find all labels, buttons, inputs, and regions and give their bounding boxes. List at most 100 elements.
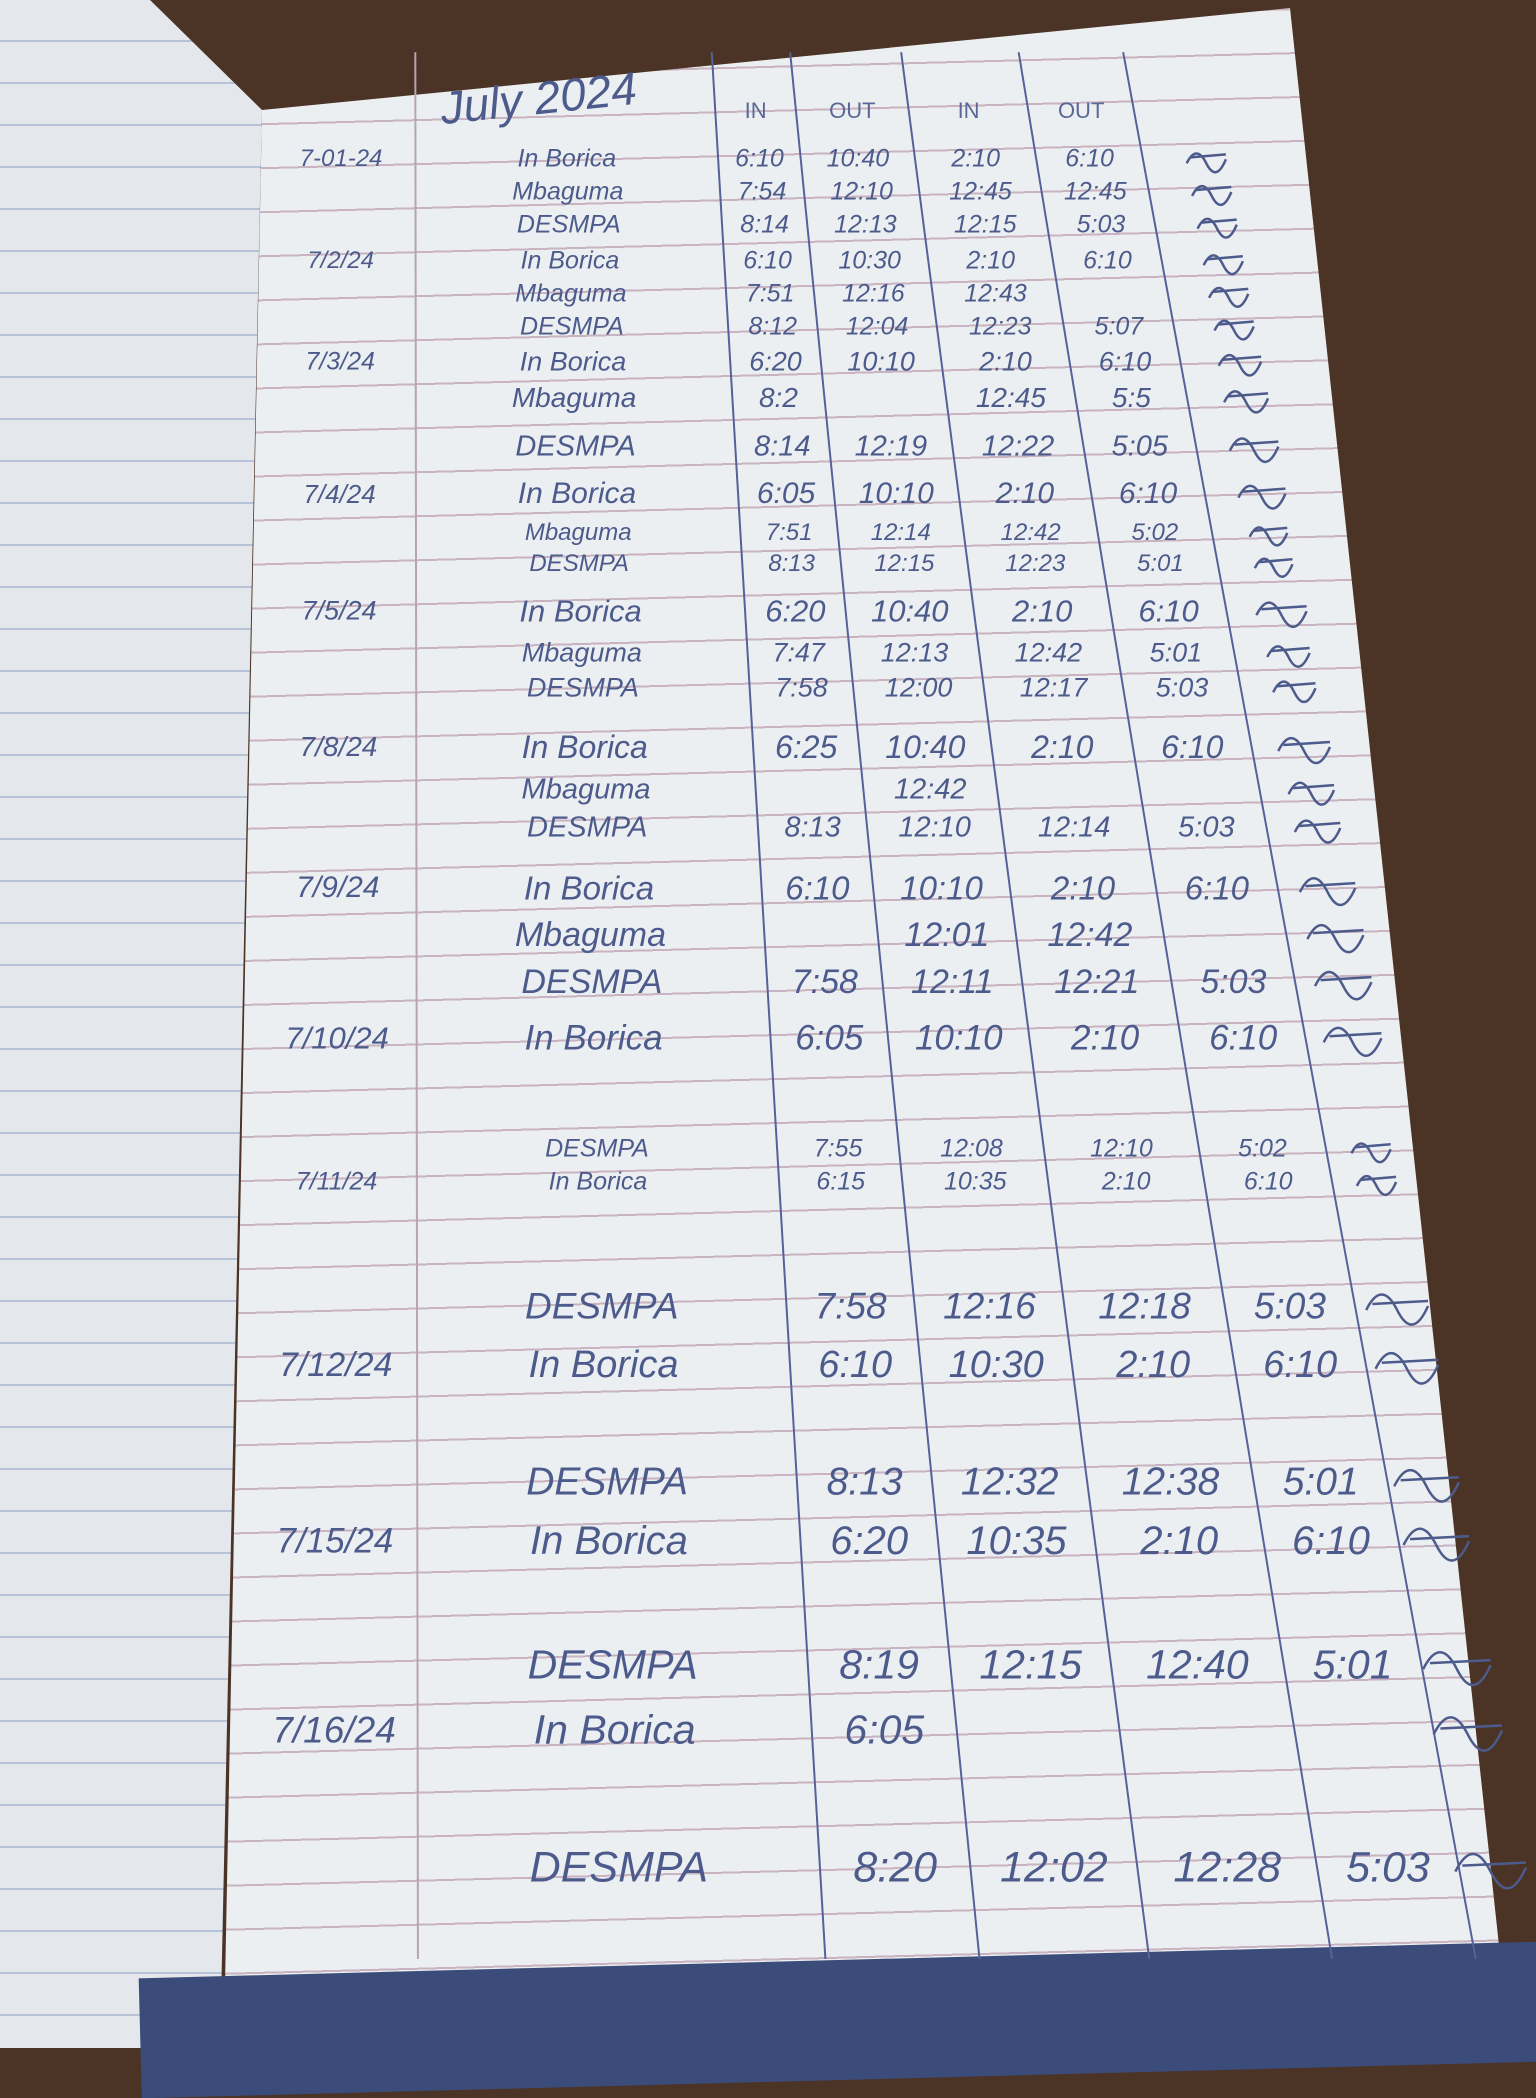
entry-time-in1: 6:20 — [830, 1519, 909, 1564]
entry-time-in2: 2:10 — [1140, 1519, 1219, 1564]
entry-name: Mbaguma — [514, 916, 667, 955]
entry-time-out2: 6:10 — [1065, 144, 1114, 173]
initials-signature — [1355, 1174, 1398, 1196]
initials-signature — [1272, 680, 1317, 704]
entry-time-out2: 5:07 — [1094, 312, 1144, 340]
entry-time-out2: 5:03 — [1178, 811, 1235, 844]
entry-time-in2: 12:15 — [954, 210, 1017, 239]
entry-time-in2: 12:38 — [1121, 1460, 1220, 1504]
entry-time-in1: 6:10 — [743, 246, 792, 275]
initials-signature — [1350, 1142, 1392, 1164]
initials-signature — [1237, 484, 1287, 510]
entry-time-in1: 7:54 — [737, 177, 787, 206]
initials-signature — [1298, 877, 1357, 907]
initials-signature — [1228, 437, 1280, 464]
entry-time-in1: 8:12 — [748, 312, 798, 340]
entry-time-in2: 12:45 — [949, 177, 1012, 206]
initials-signature — [1223, 390, 1270, 414]
entry-time-in2: 12:28 — [1173, 1843, 1282, 1892]
entry-name: In Borica — [523, 869, 655, 907]
initials-signature — [1432, 1716, 1504, 1752]
entry-date: 7/5/24 — [301, 595, 377, 626]
entry-time-out2: 6:10 — [1292, 1519, 1370, 1564]
entry-name: DESMPA — [529, 550, 629, 578]
entry-time-in1: 6:05 — [795, 1018, 864, 1058]
entry-time-in2: 12:40 — [1146, 1641, 1249, 1688]
entry-time-in2: 12:10 — [1090, 1134, 1153, 1163]
entry-time-in2: 12:23 — [1005, 550, 1066, 578]
entry-name: In Borica — [524, 1018, 663, 1058]
entry-name: DESMPA — [515, 430, 636, 463]
entry-name: DESMPA — [521, 963, 663, 1002]
entry-time-in2: 2:10 — [995, 476, 1055, 510]
entry-time-in1: 6:15 — [816, 1167, 866, 1196]
entry-time-in1: 7:51 — [745, 279, 795, 308]
entry-name: DESMPA — [545, 1134, 649, 1163]
initials-signature — [1293, 819, 1342, 844]
entry-time-out2: 5:01 — [1312, 1641, 1393, 1688]
entry-time-out1: 10:10 — [914, 1018, 1003, 1058]
entry-time-in2: 2:10 — [1050, 869, 1116, 907]
entry-date: 7/15/24 — [276, 1521, 394, 1561]
entry-time-in1: 8:14 — [740, 210, 789, 239]
entry-name: DESMPA — [527, 1641, 698, 1688]
entry-time-out2: 5:03 — [1076, 210, 1126, 239]
entry-time-in2: 12:21 — [1054, 963, 1140, 1002]
column-header: IN — [744, 98, 767, 123]
entry-time-out2: 6:10 — [1184, 869, 1250, 907]
entry-time-in2: 12:23 — [969, 312, 1032, 340]
entry-time-in2: 2:10 — [1101, 1167, 1151, 1196]
entry-name: Mbaguma — [512, 177, 624, 206]
entry-name: In Borica — [517, 144, 617, 173]
entry-name: DESMPA — [526, 672, 639, 703]
entry-time-out2: 6:10 — [1263, 1343, 1338, 1386]
entry-time-out1: 12:13 — [834, 210, 897, 239]
entry-name: In Borica — [519, 346, 627, 377]
column-divider — [900, 52, 1151, 1960]
column-header: IN — [957, 98, 980, 123]
entry-time-in1: 7:51 — [765, 518, 813, 546]
right-notebook-page — [225, 8, 1500, 1985]
initials-signature — [1255, 601, 1308, 628]
entry-date: 7-01-24 — [299, 145, 383, 173]
initials-signature — [1322, 1026, 1383, 1057]
entry-time-in1: 6:10 — [735, 144, 784, 173]
entry-time-in2: 12:42 — [1047, 916, 1133, 955]
entry-time-out1: 12:11 — [911, 963, 994, 1002]
initials-signature — [1196, 217, 1238, 239]
entry-time-out1: 10:40 — [885, 729, 966, 766]
entry-name: In Borica — [517, 476, 637, 510]
entry-date: 7/3/24 — [305, 347, 375, 376]
entry-time-out1: 12:02 — [1000, 1843, 1108, 1892]
entry-time-out1: 10:10 — [847, 346, 915, 377]
entry-time-in1: 6:05 — [844, 1706, 925, 1753]
initials-signature — [1374, 1351, 1440, 1385]
entry-time-in2: 12:43 — [964, 279, 1027, 308]
initials-signature — [1454, 1852, 1528, 1890]
initials-signature — [1287, 781, 1336, 806]
entry-time-in2: 2:10 — [966, 246, 1016, 275]
initials-signature — [1248, 526, 1289, 547]
entry-time-out1: 12:10 — [898, 811, 971, 844]
initials-signature — [1185, 152, 1228, 174]
entry-time-in1: 8:19 — [839, 1641, 919, 1688]
initials-signature — [1313, 970, 1373, 1001]
entry-time-out2: 6:10 — [1098, 346, 1152, 377]
entry-time-out1: 10:40 — [826, 144, 890, 173]
entry-time-out1: 12:01 — [904, 916, 990, 955]
entry-name: DESMPA — [516, 210, 621, 239]
entry-time-in1: 7:58 — [814, 1285, 887, 1327]
entry-time-out1: 12:42 — [893, 773, 967, 806]
entry-time-in2: 2:10 — [1116, 1343, 1191, 1386]
entry-time-in2: 12:17 — [1019, 672, 1088, 703]
entry-time-out1: 12:32 — [960, 1460, 1059, 1504]
entry-time-in2: 2:10 — [979, 346, 1032, 377]
entry-time-out1: 10:35 — [966, 1519, 1067, 1564]
entry-time-out2: 6:10 — [1209, 1018, 1278, 1058]
entry-name: DESMPA — [529, 1843, 709, 1892]
entry-time-out1: 12:19 — [854, 430, 928, 463]
entry-date: 7/16/24 — [272, 1709, 396, 1751]
entry-time-in2: 12:42 — [1000, 518, 1061, 546]
column-header: OUT — [1057, 98, 1105, 123]
entry-name: DESMPA — [524, 1285, 679, 1327]
